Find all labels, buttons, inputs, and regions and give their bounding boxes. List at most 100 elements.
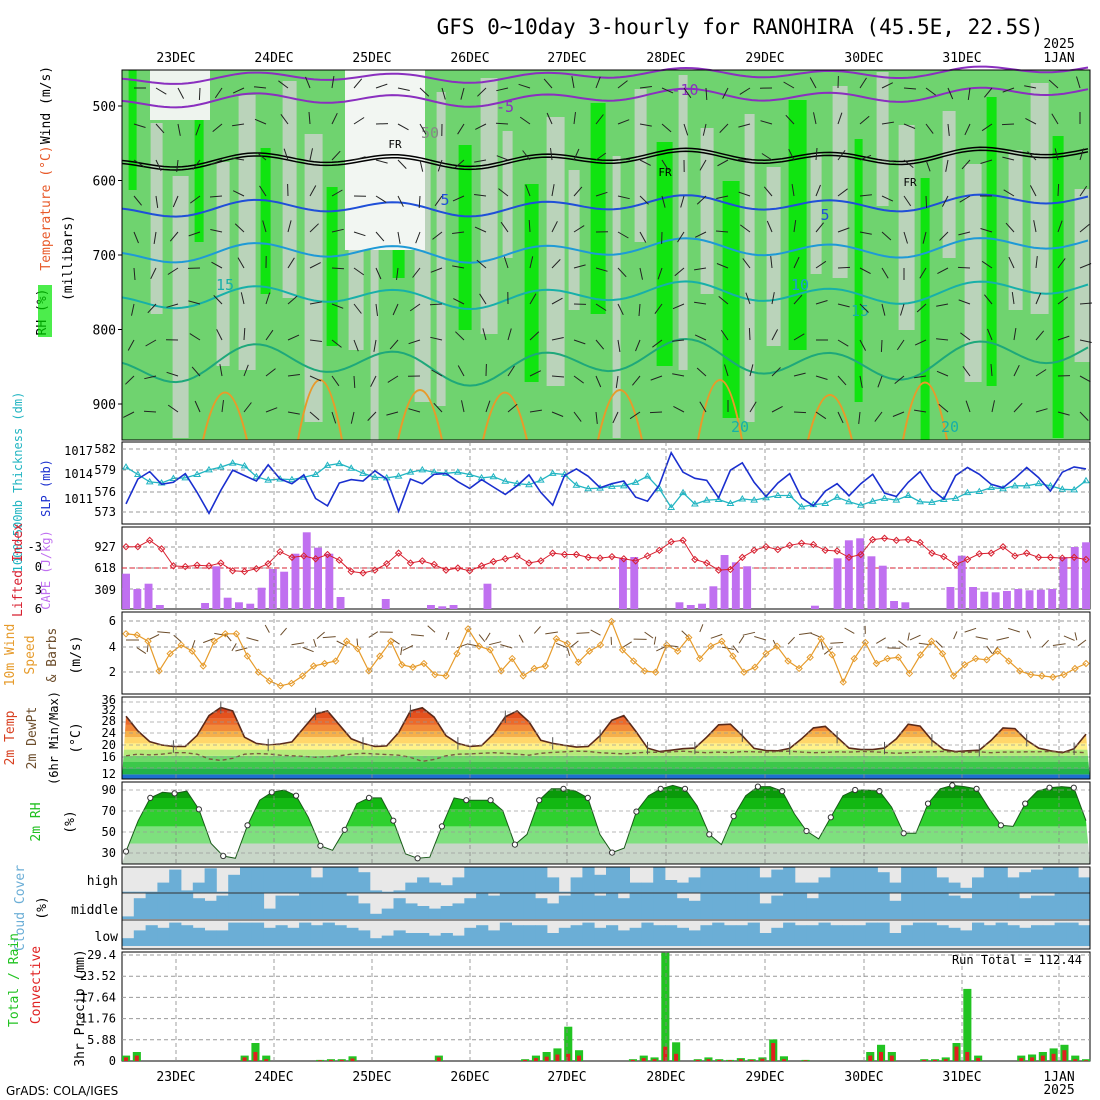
cloud-low-bar bbox=[192, 927, 205, 946]
thickness-point bbox=[892, 496, 901, 503]
cloud-low-bar bbox=[216, 930, 229, 946]
thickness-point bbox=[311, 470, 320, 477]
precip-convective-bar bbox=[1073, 1059, 1078, 1061]
wind-speed-point bbox=[254, 668, 263, 676]
wind-barb bbox=[981, 123, 993, 132]
wind-barb bbox=[375, 195, 387, 203]
precip-convective-bar bbox=[1040, 1055, 1045, 1061]
wind10m-barb bbox=[820, 641, 824, 650]
cloud-middle-bar bbox=[405, 903, 418, 919]
y-tick-label: 1014 bbox=[64, 467, 93, 481]
thickness-point bbox=[904, 491, 913, 499]
wind-barb bbox=[672, 373, 685, 377]
wind-barb bbox=[415, 231, 421, 244]
wind-barb bbox=[240, 292, 245, 305]
precip-total-bar bbox=[963, 988, 972, 1061]
cloud-low-bar bbox=[712, 922, 725, 946]
temp-band bbox=[122, 755, 1090, 762]
li-point bbox=[596, 554, 604, 562]
wind-barb bbox=[408, 339, 421, 345]
cloud-high-bar bbox=[511, 867, 524, 893]
li-point bbox=[323, 550, 332, 559]
wind-barb bbox=[551, 411, 564, 417]
wind-speed-point bbox=[420, 659, 428, 668]
cloud-low-bar bbox=[960, 930, 973, 946]
cape-bar bbox=[122, 573, 130, 609]
cloud-high-bar bbox=[488, 867, 501, 893]
cloud-high-bar bbox=[547, 877, 560, 893]
wind10m-barb bbox=[427, 625, 436, 633]
rh-streak bbox=[964, 164, 982, 382]
wind-barb bbox=[331, 76, 335, 89]
wind-barb bbox=[571, 76, 575, 89]
cloud-middle-bar bbox=[464, 898, 477, 919]
li-point bbox=[359, 569, 367, 577]
cape-bar bbox=[698, 603, 706, 609]
wind-barb bbox=[716, 195, 729, 199]
wind-barb bbox=[793, 294, 803, 305]
cloud-middle-bar bbox=[948, 895, 961, 919]
wind-barb bbox=[745, 292, 751, 305]
wind10m-barb bbox=[699, 624, 704, 633]
wind-barb bbox=[265, 292, 271, 305]
li-point bbox=[797, 539, 806, 547]
wind10m-barb bbox=[456, 643, 469, 649]
cloud-low-bar bbox=[452, 935, 465, 946]
li-point bbox=[845, 553, 853, 562]
wind-speed-point bbox=[883, 654, 892, 663]
wind-barb bbox=[916, 303, 927, 313]
wind-barb bbox=[309, 411, 320, 421]
cloud-middle-bar bbox=[594, 895, 607, 919]
wind-barb bbox=[894, 375, 905, 384]
cloud-high-bar bbox=[983, 867, 996, 893]
rh2m-point bbox=[244, 822, 251, 829]
precip-convective-bar bbox=[555, 1054, 560, 1061]
wind-barb bbox=[1057, 411, 1070, 416]
y-tick-label: 1011 bbox=[64, 492, 93, 506]
tick-label-bottom: 25DEC bbox=[352, 1070, 391, 1085]
cloud-low-bar bbox=[1031, 925, 1044, 946]
wind-barb bbox=[699, 401, 707, 413]
wind-speed-point bbox=[861, 638, 870, 647]
chart-title: GFS 0~10day 3-hourly for RANOHIRA (45.5E… bbox=[437, 15, 1044, 39]
wind10m-barb bbox=[291, 642, 305, 646]
wind-barb bbox=[652, 339, 663, 348]
wind-barb bbox=[694, 231, 707, 238]
precip-total-bar bbox=[661, 952, 670, 1061]
wind-barb bbox=[617, 80, 628, 89]
y-tick-label: 20 bbox=[102, 738, 116, 752]
cloud-low-bar bbox=[358, 930, 371, 946]
contour-25 bbox=[697, 379, 743, 441]
wind10m-barb bbox=[264, 624, 270, 633]
cloud-middle-bar bbox=[358, 903, 371, 919]
li-point bbox=[406, 559, 415, 567]
rh-streak bbox=[700, 128, 714, 294]
cloud-high-bar bbox=[1031, 869, 1044, 893]
wind-barb bbox=[375, 83, 388, 89]
precip-convective-bar bbox=[933, 1059, 937, 1061]
wind-barb bbox=[375, 159, 388, 164]
ylabel-rh-swatch bbox=[38, 285, 52, 337]
cloud-high-bar bbox=[724, 867, 737, 893]
wind-speed-point bbox=[1071, 664, 1079, 673]
wind-barb bbox=[914, 409, 927, 413]
cloud-middle-bar bbox=[275, 895, 288, 919]
wind-barb bbox=[922, 231, 927, 244]
wind-barb bbox=[859, 77, 867, 89]
wind-barb bbox=[503, 256, 509, 269]
wind-barb bbox=[498, 188, 509, 197]
wind-barb bbox=[961, 159, 971, 170]
li-point bbox=[975, 550, 984, 558]
wind-barb bbox=[331, 303, 344, 309]
cloud-middle-bar bbox=[122, 916, 135, 919]
cloud-high-bar bbox=[558, 891, 571, 893]
cloud-middle-bar bbox=[688, 900, 701, 919]
wind10m-barb bbox=[400, 647, 403, 656]
rh2m-point bbox=[1022, 800, 1029, 807]
wind-barb bbox=[770, 256, 773, 269]
contour-freezing bbox=[121, 146, 1089, 168]
wind10m-barb bbox=[1074, 632, 1078, 641]
wind-speed-point bbox=[640, 667, 649, 675]
cloud-high-bar bbox=[912, 867, 926, 893]
li-point bbox=[418, 557, 427, 565]
